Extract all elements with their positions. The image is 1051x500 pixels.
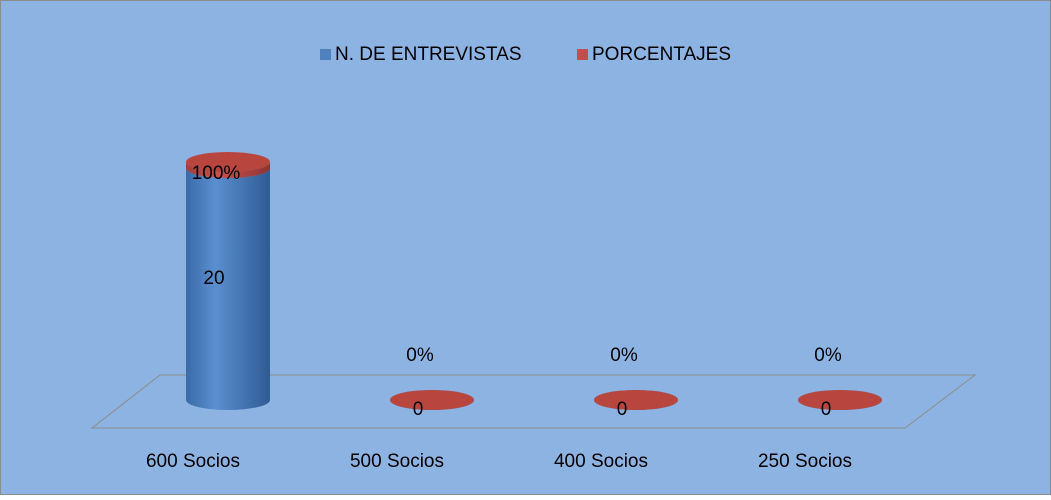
- data-label: 20: [203, 268, 224, 289]
- x-tick-label: 250 Socios: [758, 451, 852, 472]
- data-label: 0: [413, 399, 424, 420]
- legend-label: N. DE ENTREVISTAS: [335, 44, 522, 65]
- bar-segment-top: [186, 152, 270, 172]
- legend-swatch: [320, 49, 331, 60]
- data-label: 0%: [406, 345, 434, 366]
- data-label: 0%: [814, 345, 842, 366]
- bar-segment-top: [390, 390, 474, 410]
- floor: [90, 374, 977, 429]
- data-label: 0: [617, 399, 628, 420]
- x-tick-label: 600 Socios: [146, 451, 240, 472]
- data-label: 0: [821, 399, 832, 420]
- bar-segment: [186, 168, 270, 410]
- bar-segment-top: [798, 390, 882, 410]
- data-label: 100%: [192, 163, 241, 184]
- legend-swatch: [577, 49, 588, 60]
- data-label: 0%: [610, 345, 638, 366]
- bar-segment-top: [594, 390, 678, 410]
- x-tick-label: 500 Socios: [350, 451, 444, 472]
- legend-label: PORCENTAJES: [592, 44, 731, 65]
- x-tick-label: 400 Socios: [554, 451, 648, 472]
- bar-segment: [186, 162, 270, 178]
